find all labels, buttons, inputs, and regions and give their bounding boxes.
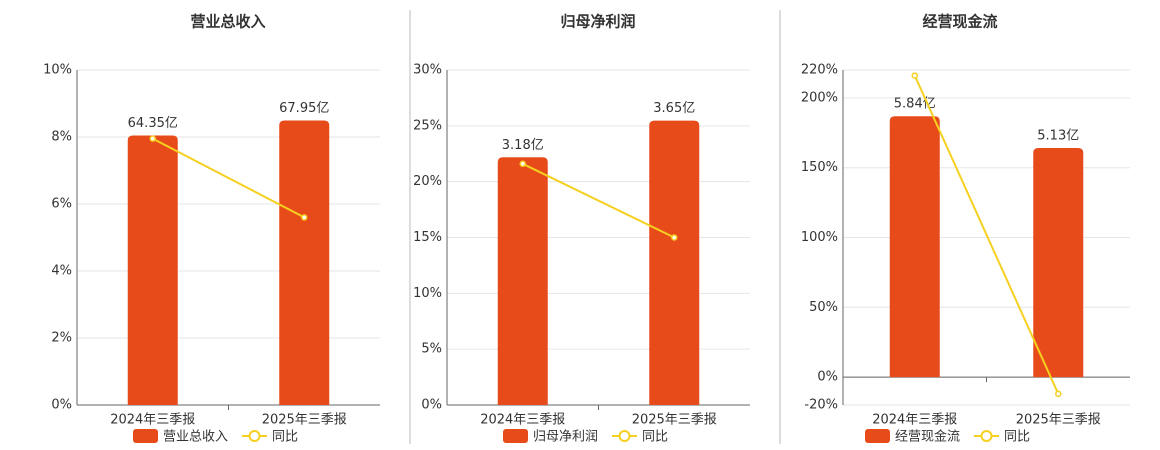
chart-title: 经营现金流 xyxy=(922,13,997,31)
value-label: 67.95亿 xyxy=(279,101,329,116)
legend-label: 归母净利润 xyxy=(533,430,598,445)
y-tick-label: 20% xyxy=(413,174,442,189)
y-tick-label: 0% xyxy=(817,370,838,385)
line-point xyxy=(149,135,156,142)
y-tick-label: 15% xyxy=(413,230,442,245)
bar xyxy=(497,157,548,405)
legend-label: 营业总收入 xyxy=(163,430,228,445)
line xyxy=(522,162,675,239)
legend-label: 同比 xyxy=(272,430,298,445)
x-tick-label: 2025年三季报 xyxy=(262,413,347,428)
y-tick-label: 0% xyxy=(421,398,442,413)
value-label: 3.65亿 xyxy=(653,101,695,116)
x-tick-label: 2025年三季报 xyxy=(632,413,717,428)
legend-swatch xyxy=(980,430,993,442)
x-tick-label: 2024年三季报 xyxy=(110,413,195,428)
legend-label: 同比 xyxy=(642,430,668,445)
line-point xyxy=(911,72,918,79)
legend-label: 同比 xyxy=(1004,430,1030,445)
legend-swatch xyxy=(503,429,528,443)
legend-swatch xyxy=(618,430,631,442)
x-tick-label: 2025年三季报 xyxy=(1016,413,1101,428)
y-tick-label: 2% xyxy=(51,331,72,346)
y-tick-label: 0% xyxy=(51,398,72,413)
y-tick-label: 10% xyxy=(43,63,72,78)
y-tick-label: 10% xyxy=(413,286,442,301)
y-tick-label: 25% xyxy=(413,118,442,133)
y-tick-label: -20% xyxy=(804,398,838,413)
line-point xyxy=(1055,390,1062,398)
line xyxy=(152,137,305,219)
chart-title: 归母净利润 xyxy=(560,13,635,31)
y-tick-label: 50% xyxy=(809,300,838,315)
bar xyxy=(889,116,940,378)
y-tick-label: 6% xyxy=(51,197,72,212)
x-tick-label: 2024年三季报 xyxy=(872,413,957,428)
legend-swatch xyxy=(248,430,261,442)
legend-label: 经营现金流 xyxy=(895,429,960,445)
y-tick-label: 5% xyxy=(421,342,442,357)
bar xyxy=(1033,147,1084,378)
bar xyxy=(279,120,330,405)
y-tick-label: 220% xyxy=(801,63,838,78)
value-label: 64.35亿 xyxy=(128,116,178,131)
x-tick-label: 2024年三季报 xyxy=(480,413,565,428)
line-point xyxy=(671,234,678,241)
line xyxy=(913,75,1060,395)
legend-swatch xyxy=(865,429,890,443)
line-point xyxy=(519,160,526,168)
y-tick-label: 4% xyxy=(51,264,72,279)
y-tick-label: 200% xyxy=(801,90,838,105)
y-tick-label: 30% xyxy=(413,63,442,78)
y-tick-label: 150% xyxy=(801,160,838,175)
bar xyxy=(127,135,178,406)
y-tick-label: 100% xyxy=(801,230,838,245)
value-label: 5.13亿 xyxy=(1037,128,1079,143)
value-label: 3.18亿 xyxy=(502,138,544,153)
bar xyxy=(649,120,700,406)
line-point xyxy=(301,214,308,221)
chart-title: 营业总收入 xyxy=(190,13,265,31)
legend-swatch xyxy=(133,429,158,443)
y-tick-label: 8% xyxy=(51,130,72,145)
